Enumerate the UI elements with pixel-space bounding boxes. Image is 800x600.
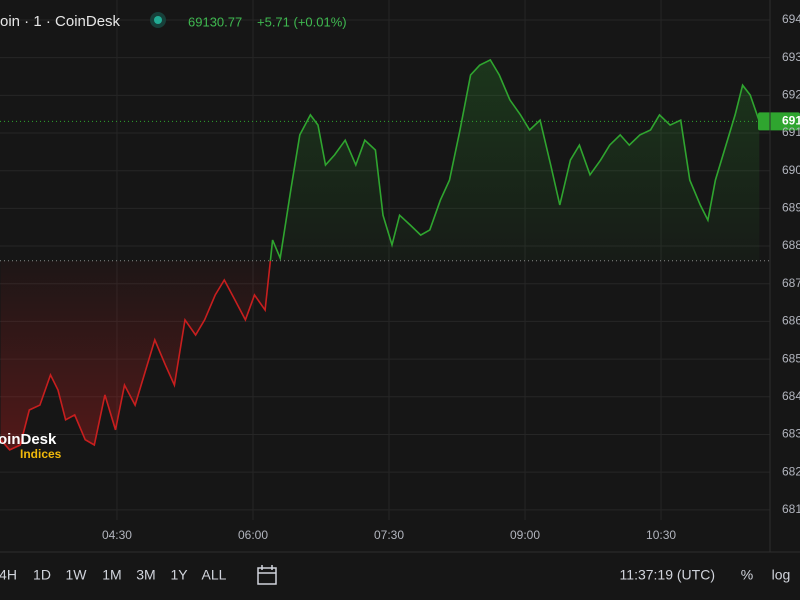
y-tick-label: 683 <box>782 427 800 441</box>
y-tick-label: 687 <box>782 276 800 290</box>
price-line <box>0 58 761 451</box>
range-button[interactable]: 1D <box>33 567 51 583</box>
symbol-title: oin · 1 · CoinDesk <box>0 13 121 30</box>
last-price-box <box>758 112 800 131</box>
range-button[interactable]: 1W <box>66 567 88 583</box>
log-toggle[interactable]: log <box>772 567 791 583</box>
y-tick-label: 692 <box>782 88 800 102</box>
range-button[interactable]: 3M <box>136 567 155 583</box>
x-tick-label: 06:00 <box>238 528 268 542</box>
y-tick-label: 681 <box>782 502 800 516</box>
percent-toggle[interactable]: % <box>741 567 753 583</box>
y-tick-label: 682 <box>782 464 800 478</box>
calendar-icon[interactable] <box>257 565 277 585</box>
y-tick-label: 694 <box>782 12 800 26</box>
x-tick-label: 04:30 <box>102 528 132 542</box>
range-button[interactable]: ALL <box>202 567 227 583</box>
clock: 11:37:19 (UTC) <box>620 567 715 583</box>
watermark-brand: oinDesk <box>0 431 57 448</box>
y-tick-label: 684 <box>782 389 800 403</box>
y-tick-label: 690 <box>782 163 800 177</box>
y-tick-label: 691 <box>782 125 800 139</box>
range-button[interactable]: 4H <box>0 567 17 583</box>
range-button[interactable]: 1M <box>102 567 121 583</box>
x-tick-label: 10:30 <box>646 528 676 542</box>
last-price: 69130.77 <box>188 14 242 29</box>
calendar-frame[interactable] <box>257 567 277 585</box>
price-change: +5.71 (+0.01%) <box>257 14 347 29</box>
baseline-area <box>0 59 760 450</box>
status-dot <box>154 16 162 24</box>
y-tick-label: 693 <box>782 50 800 64</box>
y-tick-label: 686 <box>782 314 800 328</box>
y-tick-label: 689 <box>782 201 800 215</box>
last-price-label: 691 <box>782 114 800 128</box>
x-tick-label: 09:00 <box>510 528 540 542</box>
watermark-sub: Indices <box>20 447 62 461</box>
range-button[interactable]: 1Y <box>170 567 188 583</box>
x-tick-label: 07:30 <box>374 528 404 542</box>
y-tick-label: 685 <box>782 351 800 365</box>
y-tick-label: 688 <box>782 238 800 252</box>
